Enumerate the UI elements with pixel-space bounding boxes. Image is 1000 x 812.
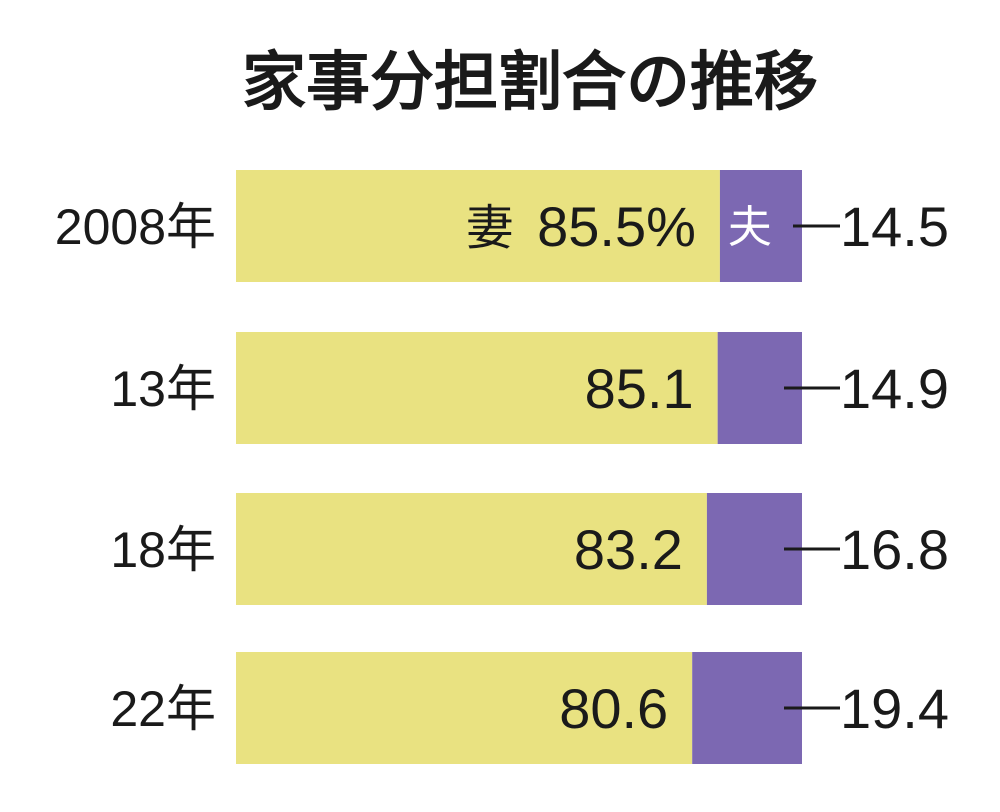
husband-series-label: 夫 [728, 202, 772, 253]
wife-value-label: 85.1 [585, 357, 694, 420]
year-label: 22年 [110, 681, 216, 737]
husband-value-label: 14.5 [840, 195, 949, 258]
year-label: 18年 [110, 522, 216, 578]
bar-wife [236, 652, 693, 764]
wife-value-label: 85.5% [537, 195, 696, 258]
husband-value-label: 14.9 [840, 357, 949, 420]
bars-layer: 2008年 85.5% 妻 夫 14.5 13年 85.1 14.9 18年 83.2 16.8 22… [55, 170, 949, 764]
chart-title: 家事分担割合の推移 [242, 46, 818, 120]
bar-husband [692, 652, 802, 764]
wife-value-label: 80.6 [559, 677, 668, 740]
bar-wife [236, 332, 718, 444]
husband-value-label: 19.4 [840, 677, 949, 740]
husband-value-label: 16.8 [840, 518, 949, 581]
year-label: 2008年 [55, 199, 216, 255]
wife-series-label: 妻 [466, 200, 514, 256]
bar-wife [236, 170, 720, 282]
year-label: 13年 [110, 361, 216, 417]
bar-wife [236, 493, 707, 605]
bar-husband [719, 170, 802, 282]
wife-value-label: 83.2 [574, 518, 683, 581]
